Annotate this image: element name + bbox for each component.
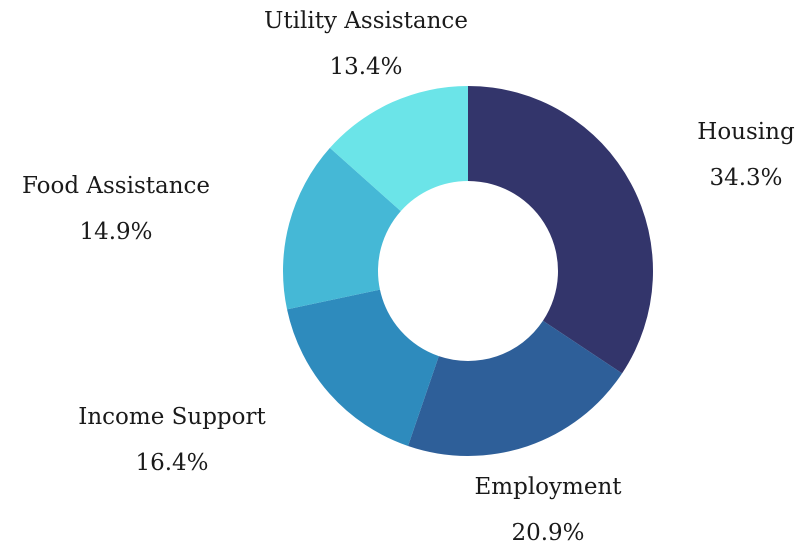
slice-label: Income Support [78, 404, 266, 430]
slice-value-label: 14.9% [79, 219, 152, 245]
donut-slice [287, 289, 439, 447]
slice-label: Utility Assistance [264, 8, 468, 34]
slice-label: Food Assistance [22, 173, 210, 199]
slice-label: Housing [697, 119, 795, 145]
slice-value-label: 16.4% [135, 450, 208, 476]
donut-slice [468, 86, 654, 374]
slice-value-label: 20.9% [511, 520, 584, 543]
donut-slice [329, 86, 468, 212]
slice-label: Employment [475, 474, 623, 500]
slice-value-label: 13.4% [329, 54, 402, 80]
donut-slice [283, 147, 401, 310]
donut-slice [408, 320, 623, 456]
slice-value-label: 34.3% [709, 165, 782, 191]
